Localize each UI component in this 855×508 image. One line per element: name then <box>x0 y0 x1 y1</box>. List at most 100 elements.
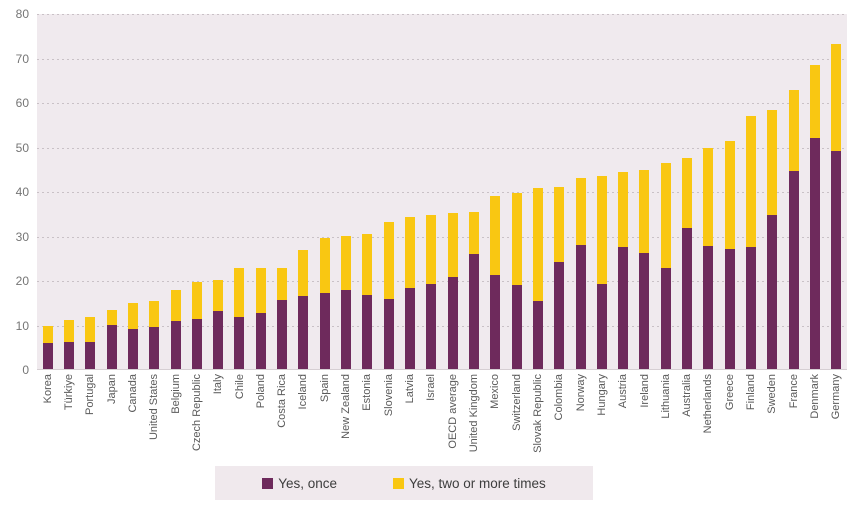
bar-denmark <box>804 14 825 369</box>
y-tick-50: 50 <box>15 140 29 155</box>
y-tick-80: 80 <box>15 7 29 21</box>
x-label-canada: Canada <box>126 374 139 413</box>
bar-estonia <box>357 14 378 369</box>
bar-segment-netherlands-series-1 <box>703 147 714 246</box>
bar-segment-united-states-series-1 <box>149 300 160 327</box>
bar-segment-finland-series-0 <box>746 247 757 369</box>
bar-segment-colombia-series-1 <box>554 187 565 262</box>
bar-latvia <box>399 14 420 369</box>
bar-hungary <box>591 14 612 369</box>
bar-segment-slovak-republic-series-1 <box>532 187 543 301</box>
bar-italy <box>208 14 229 369</box>
x-label-united-states: United States <box>148 374 161 441</box>
bar-segment-france-series-1 <box>788 89 799 172</box>
legend: Yes, once Yes, two or more times <box>215 466 593 500</box>
bar-korea <box>37 14 58 369</box>
x-label-france: France <box>787 374 800 409</box>
bar-segment-norway-series-0 <box>575 244 586 369</box>
bar-segment-oecd-average-series-0 <box>447 277 458 369</box>
bar-segment-italy-series-1 <box>213 280 224 311</box>
x-label-netherlands: Netherlands <box>702 374 715 434</box>
bar-austria <box>613 14 634 369</box>
bar-segment-mexico-series-0 <box>490 274 501 369</box>
bar-segment-norway-series-1 <box>575 177 586 245</box>
bar-new-zealand <box>335 14 356 369</box>
bar-segment-korea-series-1 <box>42 325 53 344</box>
bar-lithuania <box>655 14 676 369</box>
x-label-costa-rica: Costa Rica <box>276 374 289 428</box>
x-label-united-kingdom: United Kingdom <box>467 374 480 453</box>
bar-ireland <box>634 14 655 369</box>
bar-segment-belgium-series-1 <box>170 290 181 321</box>
bar-segment-t-rkiye-series-0 <box>63 342 74 369</box>
x-label-latvia: Latvia <box>404 374 417 404</box>
bar-segment-ireland-series-1 <box>639 169 650 254</box>
y-axis: 0 10 20 30 40 50 60 70 80 <box>0 7 29 377</box>
bar-segment-canada-series-1 <box>127 303 138 330</box>
x-label-finland: Finland <box>745 374 758 411</box>
bar-segment-greece-series-1 <box>724 140 735 249</box>
bar-segment-latvia-series-0 <box>405 288 416 369</box>
bar-segment-italy-series-0 <box>213 310 224 369</box>
bar-segment-lithuania-series-1 <box>660 162 671 268</box>
bar-germany <box>826 14 847 369</box>
x-label-ireland: Ireland <box>638 374 651 408</box>
bar-segment-czech-republic-series-0 <box>191 319 202 369</box>
bar-segment-slovak-republic-series-0 <box>532 300 543 369</box>
bar-segment-lithuania-series-0 <box>660 267 671 369</box>
x-label-t-rkiye: Türkiye <box>62 374 75 411</box>
bar-greece <box>719 14 740 369</box>
x-label-new-zealand: New Zealand <box>340 374 353 439</box>
bar-sweden <box>762 14 783 369</box>
y-tick-70: 70 <box>15 51 29 66</box>
bar-poland <box>250 14 271 369</box>
bar-segment-germany-series-1 <box>831 43 842 151</box>
gridline-60 <box>37 103 847 104</box>
bar-spain <box>314 14 335 369</box>
x-label-austria: Austria <box>617 374 630 409</box>
x-label-belgium: Belgium <box>169 374 182 414</box>
legend-swatch-yes-two-or-more <box>393 477 404 489</box>
x-label-mexico: Mexico <box>489 374 502 409</box>
bar-segment-germany-series-0 <box>831 150 842 369</box>
x-label-israel: Israel <box>425 374 438 401</box>
bar-australia <box>676 14 697 369</box>
bar-segment-sweden-series-1 <box>767 109 778 216</box>
bar-france <box>783 14 804 369</box>
bar-t-rkiye <box>58 14 79 369</box>
gridline-70 <box>37 58 847 60</box>
bar-segment-switzerland-series-1 <box>511 192 522 285</box>
bar-segment-australia-series-0 <box>682 227 693 369</box>
bar-united-kingdom <box>463 14 484 369</box>
bar-mexico <box>485 14 506 369</box>
bar-segment-portugal-series-1 <box>85 316 96 342</box>
y-tick-30: 30 <box>15 229 29 244</box>
x-label-japan: Japan <box>105 374 118 404</box>
x-label-portugal: Portugal <box>84 374 97 415</box>
x-label-norway: Norway <box>574 374 587 412</box>
bar-segment-belgium-series-0 <box>170 320 181 369</box>
bar-segment-portugal-series-0 <box>85 341 96 369</box>
gridline-20 <box>37 281 847 282</box>
bar-segment-greece-series-0 <box>724 248 735 369</box>
bar-segment-ireland-series-0 <box>639 253 650 369</box>
legend-item-yes-two-or-more: Yes, two or more times <box>393 476 546 491</box>
bar-segment-slovenia-series-1 <box>383 221 394 300</box>
bar-chile <box>229 14 250 369</box>
bar-segment-france-series-0 <box>788 171 799 369</box>
bar-canada <box>122 14 143 369</box>
y-tick-20: 20 <box>15 274 29 288</box>
y-tick-10: 10 <box>15 318 29 333</box>
bar-segment-spain-series-0 <box>319 292 330 369</box>
bar-segment-czech-republic-series-1 <box>191 281 202 320</box>
bar-segment-hungary-series-1 <box>596 175 607 285</box>
bar-oecd-average <box>442 14 463 369</box>
bar-japan <box>101 14 122 369</box>
x-label-lithuania: Lithuania <box>659 374 672 419</box>
bar-segment-poland-series-1 <box>255 268 266 314</box>
bar-segment-netherlands-series-0 <box>703 245 714 369</box>
x-label-australia: Australia <box>681 374 694 417</box>
bar-segment-latvia-series-1 <box>405 216 416 289</box>
bar-segment-canada-series-0 <box>127 329 138 369</box>
x-label-chile: Chile <box>233 374 246 400</box>
